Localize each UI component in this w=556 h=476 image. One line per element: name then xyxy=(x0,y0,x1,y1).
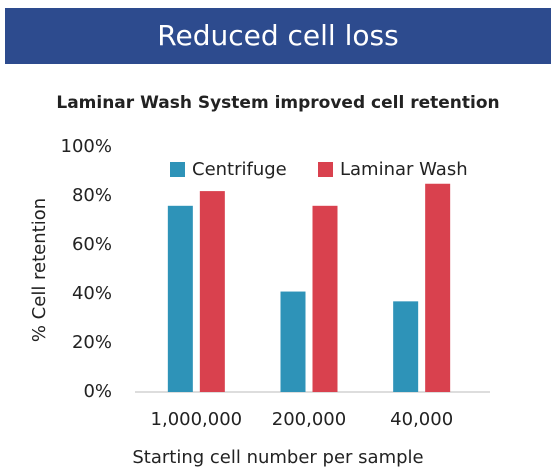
y-tick-label: 60% xyxy=(72,234,112,255)
legend-label: Centrifuge xyxy=(192,159,287,180)
bar xyxy=(393,301,419,392)
bar xyxy=(312,205,338,392)
header-band xyxy=(5,8,551,64)
y-tick-label: 80% xyxy=(72,185,112,206)
x-tick-label: 40,000 xyxy=(390,409,453,430)
y-tick-label: 40% xyxy=(72,283,112,304)
y-axis-label: % Cell retention xyxy=(29,198,50,342)
bar xyxy=(280,291,306,392)
bar xyxy=(425,183,451,392)
header-title: Reduced cell loss xyxy=(157,19,398,52)
y-tick-label: 100% xyxy=(61,136,112,157)
x-axis-label: Starting cell number per sample xyxy=(132,447,423,468)
legend-label: Laminar Wash xyxy=(340,159,468,180)
legend-swatch xyxy=(318,162,333,177)
x-tick-label: 1,000,000 xyxy=(151,409,243,430)
chart-title: Laminar Wash System improved cell retent… xyxy=(56,93,499,113)
legend-swatch xyxy=(170,162,185,177)
x-tick-label: 200,000 xyxy=(272,409,346,430)
bar xyxy=(199,191,225,392)
y-tick-label: 0% xyxy=(83,381,112,402)
y-tick-label: 20% xyxy=(72,332,112,353)
bar xyxy=(167,205,193,392)
